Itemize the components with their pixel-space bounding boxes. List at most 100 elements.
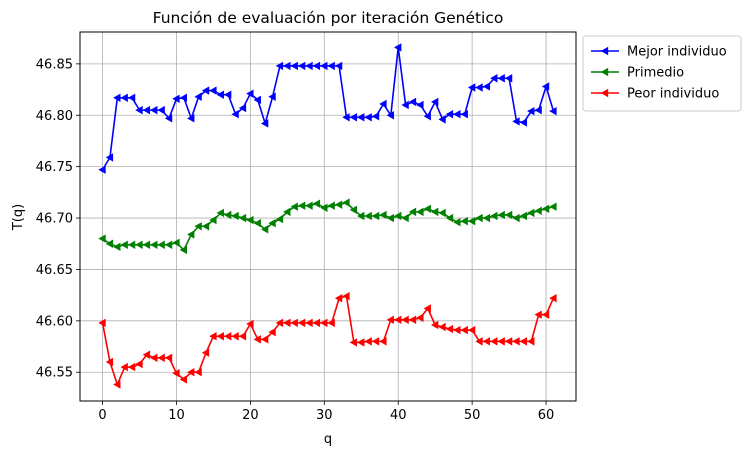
data-point [142,350,151,359]
data-point [320,61,328,71]
data-point [260,335,269,344]
data-point [371,211,380,221]
data-point [120,240,128,249]
data-point [246,215,254,225]
data-point [334,200,343,209]
data-point [312,318,321,328]
data-point [541,310,550,319]
data-point [238,103,247,113]
data-point [371,337,380,346]
data-point [209,215,217,225]
data-point [127,93,136,102]
data-point [246,319,254,329]
data-point [187,114,195,123]
series-mejor-individuo [98,43,557,174]
data-point [430,320,439,330]
plot-frame [79,31,577,402]
data-point [275,214,284,224]
data-point [430,97,439,107]
y-axis: 46.55 46.60 46.65 46.70 46.75 46.80 46.85 [36,57,80,381]
data-point [150,240,158,249]
data-point [416,100,424,110]
data-point [460,216,468,226]
x-axis-title: q [324,432,332,447]
data-point [172,238,180,247]
data-point [504,337,513,346]
data-point [275,61,284,71]
legend-label: Primedio [627,66,684,81]
data-point [283,61,291,71]
data-point [194,222,202,231]
data-point [105,357,114,367]
data-point [497,74,505,83]
x-tick-label: 60 [538,408,555,423]
data-point [216,208,224,218]
data-point [349,205,358,215]
data-point [224,210,232,220]
y-tick-label: 46.60 [36,314,73,329]
data-point [504,74,513,83]
data-point [401,100,409,110]
data-point [445,110,454,119]
data-point [386,111,394,120]
data-point [490,337,498,346]
data-point [475,83,483,92]
data-point [113,380,121,389]
data-point [164,240,173,249]
data-point [201,86,210,95]
data-point [297,201,306,210]
data-point [438,322,446,332]
data-point [113,93,121,102]
data-point [179,375,188,384]
data-point [327,318,335,328]
series-peor-individuo [98,291,557,389]
data-point [150,353,158,363]
data-point [305,318,313,328]
data-point [527,337,535,346]
data-point [482,213,491,223]
data-point [527,208,535,218]
data-point [386,315,394,324]
data-point [216,332,224,341]
data-point [135,359,143,369]
data-point [320,203,328,212]
data-point [342,291,350,301]
data-point [164,353,173,363]
data-point [297,318,306,328]
data-point [438,208,446,218]
data-point [371,112,380,121]
data-point [364,113,372,122]
data-point [194,92,202,101]
data-point [504,210,513,220]
data-point [209,86,217,95]
data-point [408,315,417,324]
data-point [357,211,365,221]
data-point [327,61,335,71]
legend: Mejor individuo Primedio Peor individuo [582,35,742,112]
data-point [460,110,468,119]
data-point [379,99,387,109]
data-point [194,368,202,377]
x-axis: 0 10 20 30 40 50 60 [98,401,554,423]
y-tick-label: 46.70 [36,212,73,227]
data-point [268,327,276,337]
data-point [467,216,476,226]
data-point [209,332,217,341]
data-point [349,338,358,347]
data-point [519,337,528,346]
data-point [157,105,165,115]
data-point [135,240,143,249]
data-point [238,213,247,223]
chart-title: Función de evaluación por iteración Gené… [153,9,504,27]
data-point [549,202,557,211]
series-layer [98,43,557,389]
data-point [142,240,151,249]
data-point [231,211,239,221]
data-point [327,201,335,210]
data-point [172,94,180,104]
data-point [312,199,321,208]
data-point [157,353,165,363]
data-point [105,153,114,162]
data-point [467,83,476,92]
